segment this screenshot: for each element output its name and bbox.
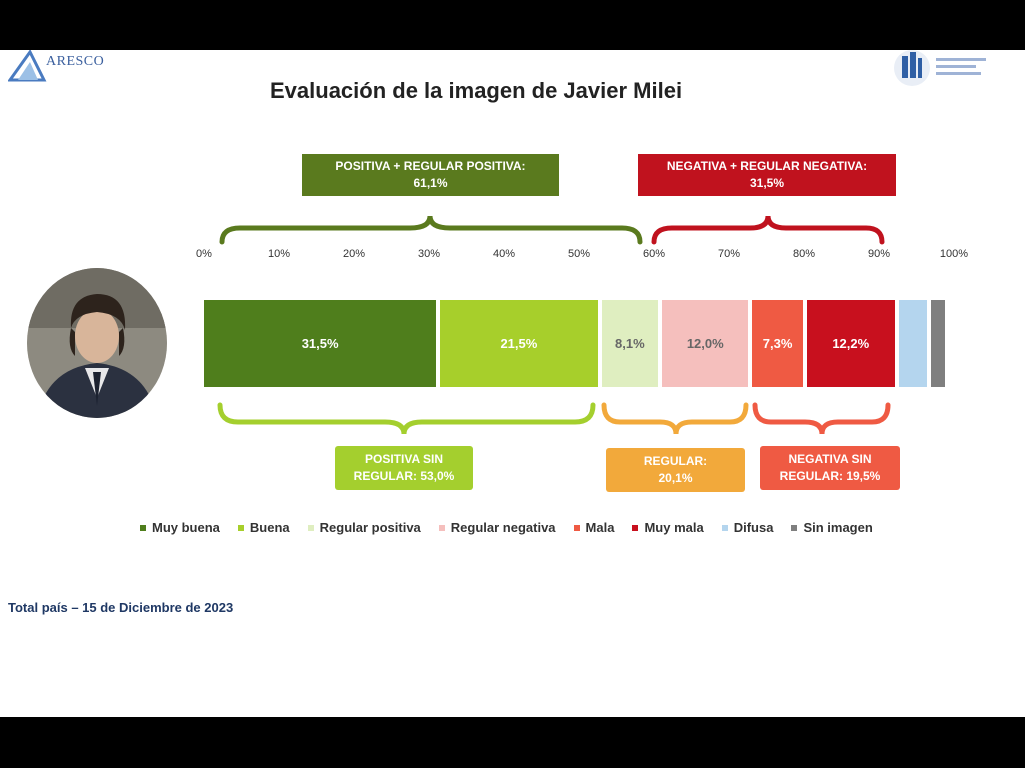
negative-total-box: NEGATIVA + REGULAR NEGATIVA: 31,5% — [638, 154, 896, 196]
positive-total-line1: POSITIVA + REGULAR POSITIVA: — [335, 159, 526, 173]
negative-total-bracket — [651, 215, 885, 245]
aresco-logo: ARESCO — [7, 50, 128, 84]
x-tick-label: 70% — [717, 248, 741, 260]
legend-label: Difusa — [733, 520, 774, 535]
bar-segment — [898, 300, 927, 387]
x-tick-label: 10% — [267, 248, 291, 260]
legend-label: Mala — [585, 520, 615, 535]
aresco-logo-text: ARESCO — [46, 54, 105, 69]
legend-label: Muy mala — [644, 520, 704, 535]
x-tick-label: 90% — [867, 248, 891, 260]
legend-swatch-icon — [438, 524, 445, 531]
legend-label: Regular positiva — [319, 520, 421, 535]
bar-value-label: 31,5% — [301, 336, 339, 351]
bar-segment: 31,5% — [204, 300, 437, 387]
research-emblem-icon — [894, 50, 986, 86]
bar-segment: 21,5% — [440, 300, 598, 387]
legend-item: Muy mala — [632, 520, 704, 535]
legend-swatch-icon — [237, 524, 244, 531]
bar-segment — [930, 300, 945, 387]
legend-swatch-icon — [791, 524, 798, 531]
legend-item: Regular positiva — [307, 520, 421, 535]
bar-value-label: 12,0% — [686, 336, 724, 351]
x-tick-label: 60% — [642, 248, 666, 260]
positive-only-box: POSITIVA SIN REGULAR: 53,0% — [335, 446, 473, 490]
legend-swatch-icon — [140, 524, 146, 531]
legend-label: Muy buena — [152, 520, 220, 535]
negative-only-line2: REGULAR: 19,5% — [779, 469, 881, 483]
legend-item: Difusa — [721, 520, 774, 535]
positive-total-bracket — [219, 215, 643, 245]
regular-bracket — [601, 402, 749, 435]
positive-total-box: POSITIVA + REGULAR POSITIVA: 61,1% — [302, 154, 559, 196]
legend-swatch-icon — [573, 524, 580, 531]
aresco-triangle-icon — [7, 50, 47, 82]
presentation-slide: ARESCO Evaluación de la imagen de Javier… — [0, 50, 1025, 717]
legend-item: Buena — [237, 520, 290, 535]
chart-title: Evaluación de la imagen de Javier Milei — [270, 78, 683, 103]
bar-segment: 7,3% — [752, 300, 803, 387]
regular-box: REGULAR: 20,1% — [606, 448, 745, 492]
regular-line1: REGULAR: — [643, 454, 708, 468]
legend-swatch-icon — [721, 524, 728, 531]
legend-item: Muy buena — [140, 520, 220, 535]
bar-segment: 12,2% — [807, 300, 895, 387]
footer-note: Total país – 15 de Diciembre de 2023 — [8, 600, 234, 615]
positive-only-line2: REGULAR: 53,0% — [353, 469, 455, 483]
positive-only-bracket — [217, 402, 596, 435]
legend-swatch-icon — [307, 524, 314, 531]
chart-legend: Muy buena Buena Regular positiva Regular ne… — [140, 520, 891, 535]
negative-total-line2: 31,5% — [749, 176, 785, 190]
negative-only-line1: NEGATIVA SIN — [788, 452, 872, 466]
regular-line2: 20,1% — [658, 471, 693, 485]
legend-label: Buena — [249, 520, 290, 535]
x-tick-label: 30% — [417, 248, 441, 260]
legend-item: Mala — [573, 520, 615, 535]
bar-value-label: 21,5% — [500, 336, 538, 351]
positive-only-line1: POSITIVA SIN — [364, 452, 443, 466]
milei-portrait — [27, 268, 167, 418]
bar-segment: 12,0% — [662, 300, 749, 387]
person-portrait-icon — [27, 268, 167, 418]
legend-label: Sin imagen — [803, 520, 873, 535]
x-tick-label: 100% — [939, 248, 969, 260]
x-tick-label: 80% — [792, 248, 816, 260]
legend-label: Regular negativa — [450, 520, 556, 535]
bar-segment: 8,1% — [601, 300, 659, 387]
positive-total-line2: 61,1% — [413, 176, 448, 190]
x-tick-label: 40% — [492, 248, 516, 260]
negative-only-box: NEGATIVA SIN REGULAR: 19,5% — [760, 446, 900, 490]
research-logo — [890, 50, 1020, 90]
legend-item: Regular negativa — [438, 520, 556, 535]
legend-item: Sin imagen — [791, 520, 873, 535]
bar-value-label: 7,3% — [762, 336, 793, 351]
bar-value-label: 12,2% — [832, 336, 870, 351]
bracket-layer — [217, 215, 891, 435]
negative-total-line1: NEGATIVA + REGULAR NEGATIVA: — [666, 159, 868, 173]
x-tick-label: 20% — [342, 248, 366, 260]
legend-swatch-icon — [632, 524, 639, 531]
negative-only-bracket — [752, 402, 891, 435]
x-tick-label: 50% — [567, 248, 591, 260]
bar-value-label: 8,1% — [615, 336, 645, 351]
x-tick-label: 0% — [196, 248, 212, 260]
